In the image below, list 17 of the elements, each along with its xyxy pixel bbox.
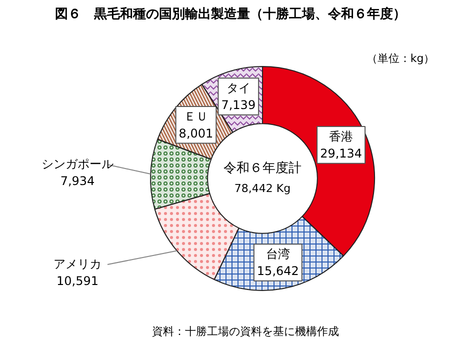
slice-label: 香港 bbox=[329, 130, 354, 144]
slice-label: タイ bbox=[226, 81, 250, 96]
data-label: 15,642 bbox=[256, 264, 299, 278]
data-label: 10,591 bbox=[56, 274, 99, 288]
data-label: 7,139 bbox=[221, 98, 256, 112]
slice-label: ＥＵ bbox=[184, 109, 208, 124]
text: （単位：kg） bbox=[366, 52, 435, 65]
slice-label: 台湾 bbox=[266, 247, 290, 262]
data-label: 8,001 bbox=[178, 126, 214, 140]
text: 令和６年度計 bbox=[224, 160, 302, 176]
text: 資料：十勝工場の資料を基に機構作成 bbox=[152, 325, 339, 338]
data-label: 7,934 bbox=[60, 174, 95, 188]
slice-label: シンガポール bbox=[42, 157, 114, 172]
slice-label: アメリカ bbox=[54, 257, 102, 272]
chart-title: 図６ 黒毛和種の国別輸出製造量（十勝工場、令和６年度） bbox=[55, 6, 406, 22]
data-label: 29,134 bbox=[320, 146, 362, 160]
text: 78,442 Kg bbox=[234, 182, 291, 195]
